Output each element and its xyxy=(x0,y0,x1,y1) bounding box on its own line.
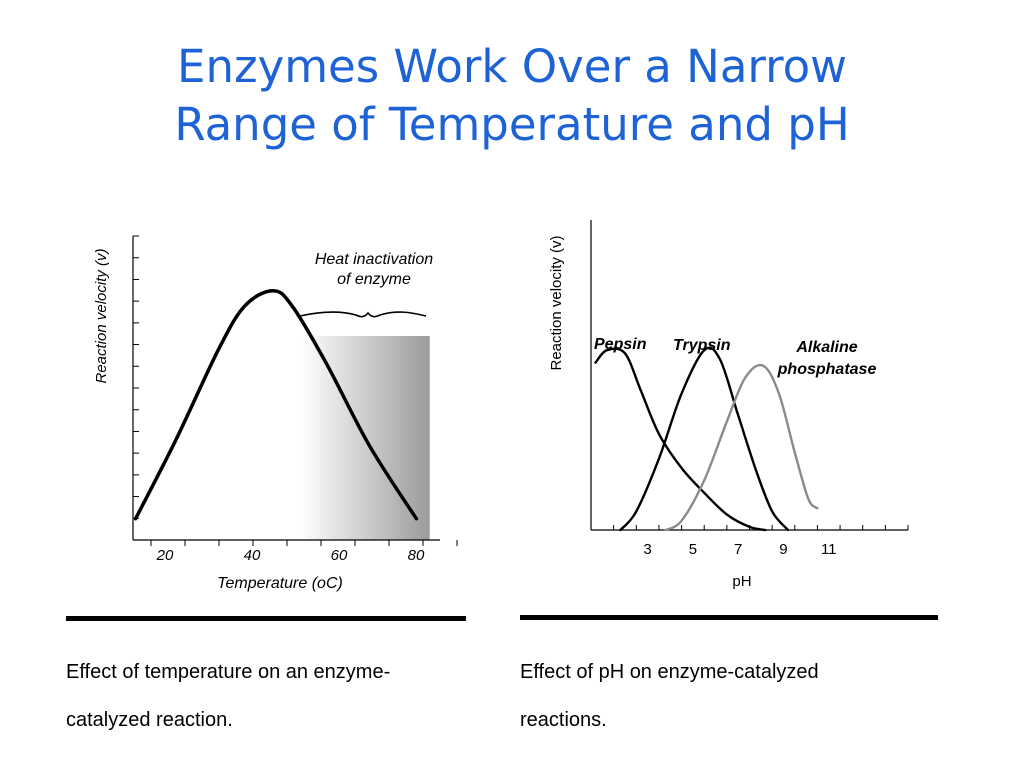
ph-x-tick-label: 3 xyxy=(643,541,651,558)
alkaline-phosphatase-label-line-2: phosphatase xyxy=(777,361,877,378)
temp-x-axis-label: Temperature (oC) xyxy=(217,575,343,592)
temp-x-tick-label: 80 xyxy=(408,547,425,564)
temp-y-axis-label: Reaction velocity (v) xyxy=(93,248,110,383)
pepsin-label: Pepsin xyxy=(594,336,647,353)
heat-inactivation-label-line: Heat inactivation xyxy=(315,251,433,268)
ph-x-tick-label: 11 xyxy=(821,541,837,558)
temp-x-tick-label: 20 xyxy=(156,547,174,564)
left-divider xyxy=(66,616,466,621)
heat-inactivation-brace xyxy=(299,311,427,318)
heat-inactivation-label-line: of enzyme xyxy=(337,271,411,288)
right-divider xyxy=(520,615,938,620)
slide-title-line-2: Range of Temperature and pH xyxy=(174,98,850,151)
temp-x-tick-label: 60 xyxy=(331,547,348,564)
alkaline-phosphatase-curve xyxy=(664,363,819,532)
ph-y-axis-label: Reaction velocity (v) xyxy=(548,235,565,370)
ph-x-tick-label: 9 xyxy=(779,541,787,558)
caption-ph: Effect of pH on enzyme-catalyzed reactio… xyxy=(520,661,819,731)
slide-title: Enzymes Work Over a Narrow Range of Temp… xyxy=(0,38,1024,154)
alkaline-phosphatase-label-line-1: Alkaline xyxy=(795,339,857,356)
ph-x-tick-label: 5 xyxy=(689,541,697,558)
temp-x-tick-label: 40 xyxy=(244,547,261,564)
ph-x-tick-label: 7 xyxy=(734,541,742,558)
pepsin-curve xyxy=(594,347,767,532)
trypsin-label: Trypsin xyxy=(673,337,731,354)
trypsin-curve xyxy=(619,346,790,532)
temperature-curve xyxy=(133,288,419,521)
caption-temperature: Effect of temperature on an enzyme-catal… xyxy=(66,661,391,731)
slide-title-line-1: Enzymes Work Over a Narrow xyxy=(177,40,847,93)
ph-x-axis-label: pH xyxy=(732,573,751,590)
